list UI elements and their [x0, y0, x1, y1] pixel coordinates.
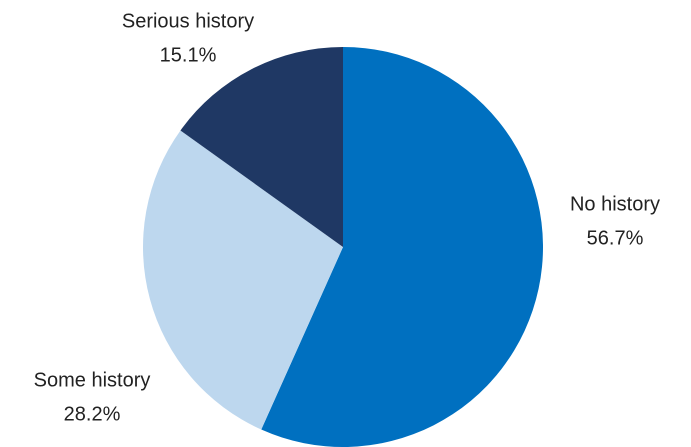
- slice-value-label: 15.1%: [160, 44, 217, 66]
- pie-slice: [180, 47, 343, 247]
- pie-slice: [143, 130, 343, 430]
- pie-slice: [261, 47, 543, 447]
- slice-value-label: 56.7%: [587, 227, 644, 249]
- slice-category-label: No history: [570, 193, 660, 215]
- slice-value-label: 28.2%: [64, 403, 121, 425]
- slice-category-label: Serious history: [122, 10, 254, 32]
- slice-category-label: Some history: [34, 369, 151, 391]
